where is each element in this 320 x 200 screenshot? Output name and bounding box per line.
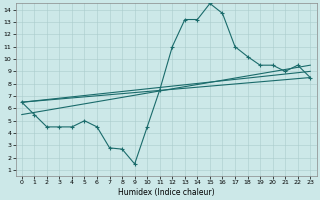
- X-axis label: Humidex (Indice chaleur): Humidex (Indice chaleur): [118, 188, 214, 197]
